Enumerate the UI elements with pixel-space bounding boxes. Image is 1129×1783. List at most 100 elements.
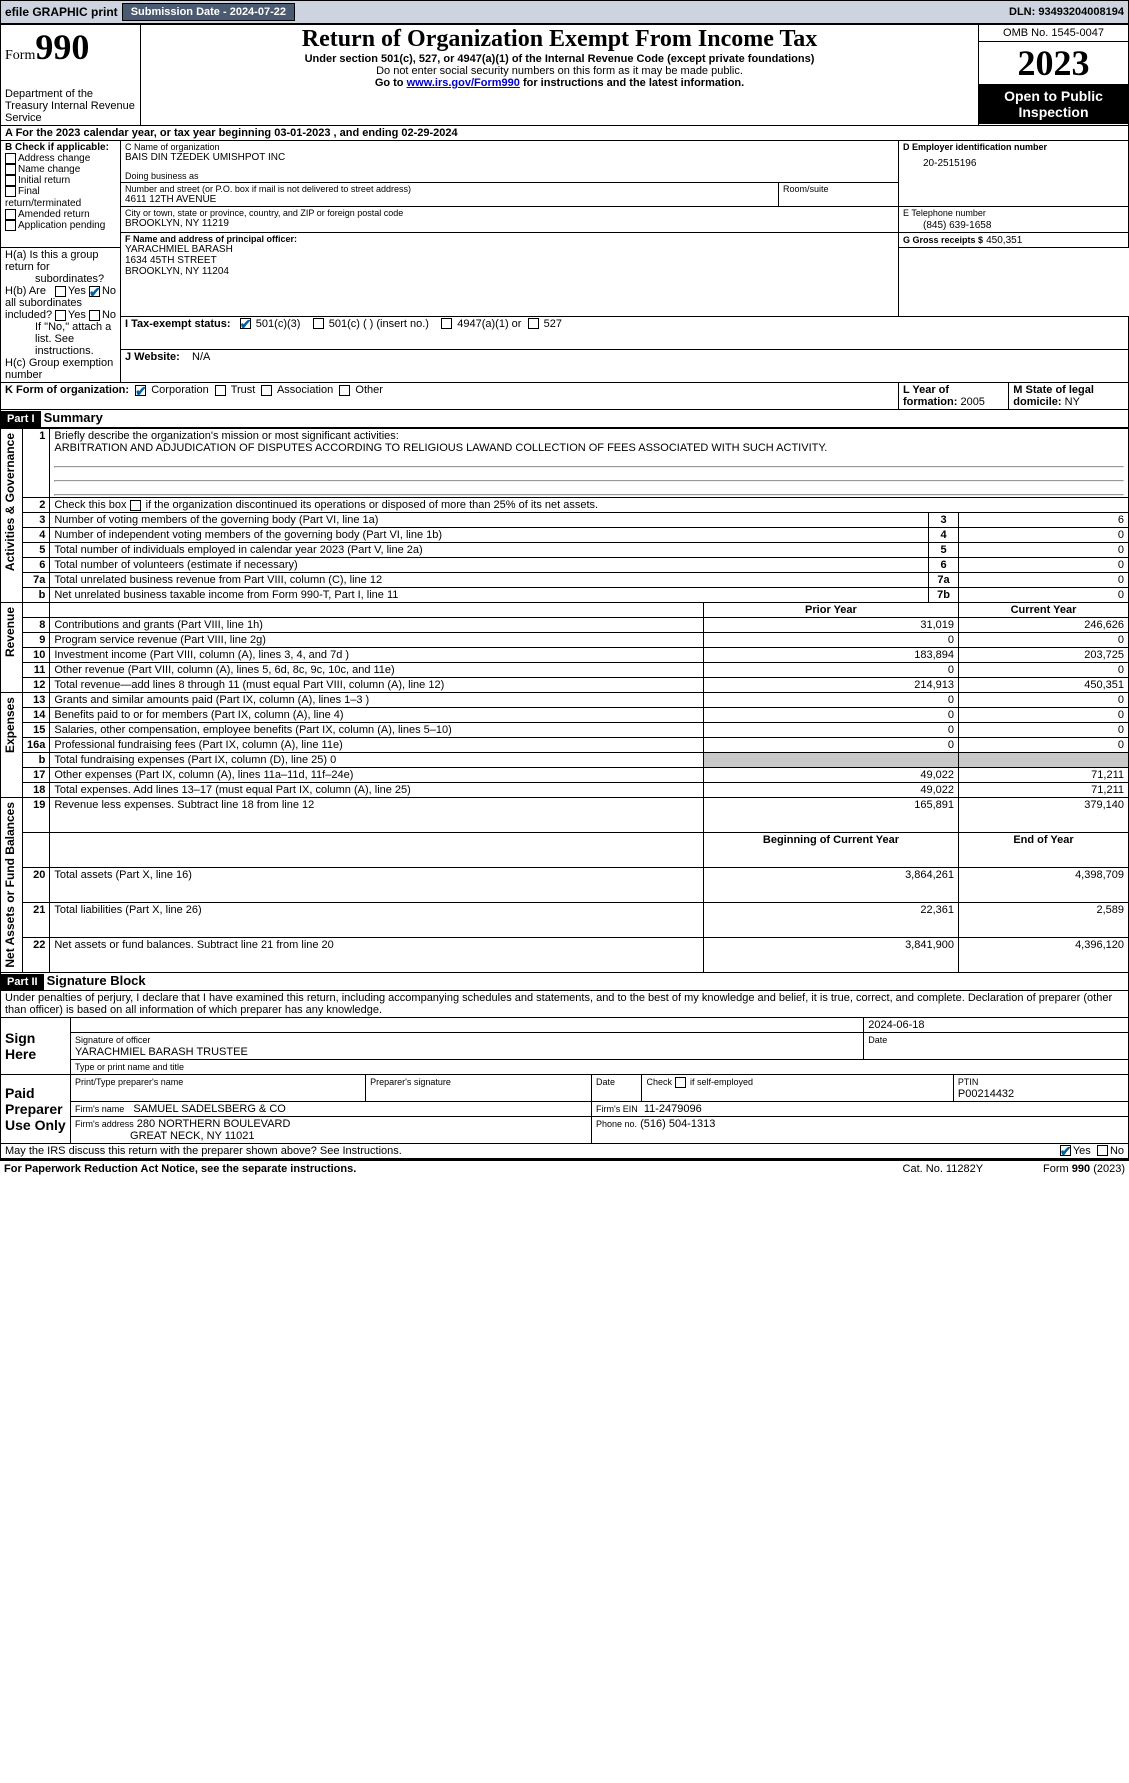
l20p: 3,864,261	[703, 867, 958, 902]
l17p: 49,022	[703, 768, 958, 783]
chk-name[interactable]	[5, 164, 16, 175]
l17c: 71,211	[959, 768, 1129, 783]
l3: Number of voting members of the governin…	[50, 513, 929, 528]
chk-pending[interactable]	[5, 220, 16, 231]
l17: Other expenses (Part IX, column (A), lin…	[50, 768, 704, 783]
chk-final[interactable]	[5, 186, 16, 197]
l8p: 31,019	[703, 618, 958, 633]
opt-address: Address change	[18, 153, 90, 164]
l13: Grants and similar amounts paid (Part IX…	[50, 693, 704, 708]
d-val: 20-2515196	[903, 152, 1124, 169]
m-val: NY	[1065, 396, 1080, 408]
chk-other[interactable]	[339, 385, 350, 396]
l5: Total number of individuals employed in …	[50, 543, 929, 558]
goto-pre: Go to	[375, 77, 407, 89]
phone: (516) 504-1313	[640, 1118, 715, 1130]
chk-discuss-yes[interactable]	[1060, 1145, 1071, 1156]
vert-revenue: Revenue	[1, 603, 19, 661]
chk-l2[interactable]	[130, 500, 141, 511]
l18: Total expenses. Add lines 13–17 (must eq…	[50, 783, 704, 798]
chk-amended[interactable]	[5, 209, 16, 220]
chk-initial[interactable]	[5, 175, 16, 186]
l4v: 0	[959, 528, 1129, 543]
prep-sig-lbl: Preparer's signature	[370, 1077, 451, 1087]
l16b-gray2	[959, 753, 1129, 768]
chk-hb-yes[interactable]	[55, 310, 66, 321]
i-lbl: I Tax-exempt status:	[125, 318, 231, 330]
l6: Total number of volunteers (estimate if …	[50, 558, 929, 573]
paperwork: For Paperwork Reduction Act Notice, see …	[4, 1163, 356, 1175]
chk-assoc[interactable]	[261, 385, 272, 396]
prior-lbl: Prior Year	[805, 604, 857, 616]
l12p: 214,913	[703, 678, 958, 693]
omb: OMB No. 1545-0047	[979, 25, 1128, 42]
chk-discuss-no[interactable]	[1097, 1145, 1108, 1156]
l15: Salaries, other compensation, employee b…	[50, 723, 704, 738]
l9p: 0	[703, 633, 958, 648]
section-lm: L Year of formation: 2005 M State of leg…	[899, 383, 1129, 410]
chk-self[interactable]	[675, 1077, 686, 1088]
ssn-note: Do not enter social security numbers on …	[145, 65, 974, 77]
l16a: Professional fundraising fees (Part IX, …	[50, 738, 704, 753]
l11c: 0	[959, 663, 1129, 678]
c-addr: 4611 12TH AVENUE	[125, 194, 774, 205]
goto-link[interactable]: www.irs.gov/Form990	[407, 77, 520, 89]
firm-addr-lbl: Firm's address	[75, 1119, 134, 1129]
sig-lbl: Signature of officer	[75, 1035, 150, 1045]
spacer-h	[899, 248, 1129, 317]
j-lbl: J Website:	[125, 351, 180, 363]
part1-table: Activities & Governance 1 Briefly descri…	[0, 428, 1129, 973]
c-name: BAIS DIN TZEDEK UMISHPOT INC	[125, 152, 894, 163]
l20: Total assets (Part X, line 16)	[50, 867, 704, 902]
chk-ha-no[interactable]	[89, 286, 100, 297]
chk-trust[interactable]	[215, 385, 226, 396]
d-lbl: D Employer identification number	[903, 142, 1047, 152]
section-h: H(a) Is this a group return for subordin…	[1, 248, 121, 383]
c-room-lbl: Room/suite	[783, 184, 894, 194]
l18c: 71,211	[959, 783, 1129, 798]
chk-501c3[interactable]	[240, 318, 251, 329]
sign-here: Sign Here	[5, 1030, 36, 1062]
chk-corp[interactable]	[135, 385, 146, 396]
l19c: 379,140	[959, 798, 1129, 833]
dept: Department of the Treasury Internal Reve…	[5, 88, 136, 124]
l21: Total liabilities (Part X, line 26)	[50, 902, 704, 937]
f-addr2: BROOKLYN, NY 11204	[125, 266, 894, 277]
part1-title: Summary	[44, 410, 103, 425]
opt-name: Name change	[18, 164, 80, 175]
chk-address[interactable]	[5, 153, 16, 164]
signature-table: Sign Here 2024-06-18 Signature of office…	[0, 1017, 1129, 1159]
l22: Net assets or fund balances. Subtract li…	[50, 937, 704, 972]
form-cell: Form990 Department of the Treasury Inter…	[1, 25, 141, 126]
j-val: N/A	[192, 351, 210, 363]
section-e: E Telephone number (845) 639-1658	[899, 207, 1129, 233]
c-addr-lbl: Number and street (or P.O. box if mail i…	[125, 184, 774, 194]
discuss-yes: Yes	[1073, 1145, 1091, 1157]
l7bv: 0	[959, 588, 1129, 603]
section-c-room: Room/suite	[779, 183, 899, 207]
section-d: D Employer identification number 20-2515…	[899, 141, 1129, 207]
l2: Check this box if the organization disco…	[50, 498, 1129, 513]
k-o4: Other	[355, 384, 383, 396]
section-f: F Name and address of principal officer:…	[121, 233, 899, 317]
l21p: 22,361	[703, 902, 958, 937]
g-val: 450,351	[986, 235, 1022, 246]
l5v: 0	[959, 543, 1129, 558]
chk-501c[interactable]	[313, 318, 324, 329]
discuss-no: No	[1110, 1145, 1124, 1157]
prep-name-lbl: Print/Type preparer's name	[75, 1077, 183, 1087]
chk-527[interactable]	[528, 318, 539, 329]
l19p: 165,891	[703, 798, 958, 833]
section-i: I Tax-exempt status: 501(c)(3) 501(c) ( …	[121, 316, 1129, 349]
k-o3: Association	[277, 384, 333, 396]
chk-ha-yes[interactable]	[55, 286, 66, 297]
l8: Contributions and grants (Part VIII, lin…	[50, 618, 704, 633]
l19: Revenue less expenses. Subtract line 18 …	[50, 798, 704, 833]
chk-hb-no[interactable]	[89, 310, 100, 321]
chk-4947[interactable]	[441, 318, 452, 329]
f-name: YARACHMIEL BARASH	[125, 244, 894, 255]
topbar: efile GRAPHIC print Submission Date - 20…	[0, 0, 1129, 24]
f-lbl: F Name and address of principal officer:	[125, 234, 297, 244]
l9: Program service revenue (Part VIII, line…	[50, 633, 704, 648]
paid-preparer: Paid Preparer Use Only	[5, 1085, 66, 1133]
